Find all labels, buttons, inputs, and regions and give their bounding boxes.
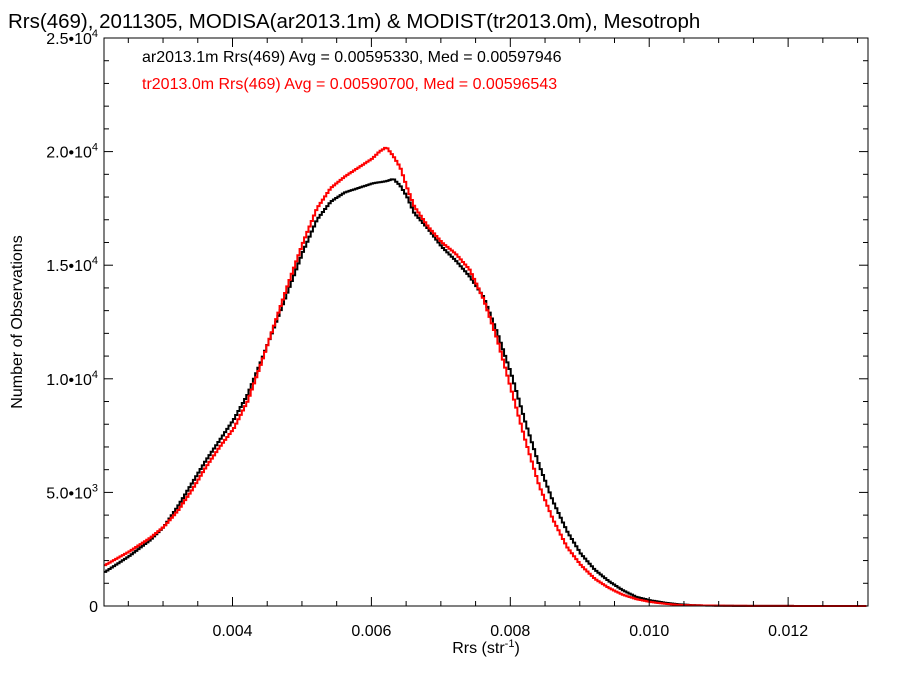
y-tick-label-base: 1.5•10 <box>46 258 92 275</box>
y-tick-label-base: 1.0•10 <box>46 372 92 389</box>
y-tick-label-exponent: 3 <box>92 482 98 494</box>
series-line-0 <box>104 178 867 607</box>
x-axis-label: Rrs (str-1) <box>452 638 520 657</box>
x-tick-label: 0.004 <box>212 623 252 640</box>
y-tick-label-base: 2.0•10 <box>46 145 92 162</box>
x-tick-label: 0.012 <box>768 623 808 640</box>
x-tick-label: 0.010 <box>629 623 669 640</box>
series-line-1 <box>104 146 867 607</box>
chart-title: Rrs(469), 2011305, MODISA(ar2013.1m) & M… <box>8 10 700 33</box>
y-tick-label-exponent: 4 <box>92 28 98 40</box>
y-tick-label-base: 0 <box>89 599 98 616</box>
y-tick-label: 2.0•104 <box>46 142 98 162</box>
x-axis: 0.004 0.006 0.008 0.010 0.012 <box>127 38 859 640</box>
y-axis-label: Number of Observations <box>9 235 26 408</box>
plot-series <box>104 146 867 607</box>
annotation-text: ar2013.1m Rrs(469) Avg = 0.00595330, Med… <box>142 49 562 66</box>
y-tick-label: 0 <box>89 599 98 616</box>
y-tick-label-base: 2.5•10 <box>46 31 92 48</box>
y-tick-label-exponent: 4 <box>92 369 98 381</box>
x-axis-label-suffix: ) <box>514 640 519 657</box>
y-tick-label-exponent: 4 <box>92 142 98 154</box>
annotation-text: tr2013.0m Rrs(469) Avg = 0.00590700, Med… <box>142 76 557 93</box>
x-tick-label: 0.008 <box>490 623 530 640</box>
y-tick-label-base: 5.0•10 <box>46 485 92 502</box>
annotations: ar2013.1m Rrs(469) Avg = 0.00595330, Med… <box>142 49 562 93</box>
x-axis-label-exponent: -1 <box>505 638 515 650</box>
y-tick-label: 5.0•103 <box>46 482 98 502</box>
plot-frame <box>103 37 869 607</box>
x-axis-label-text: Rrs (str <box>452 640 505 657</box>
y-tick-label-exponent: 4 <box>92 255 98 267</box>
y-tick-label: 1.5•104 <box>46 255 98 275</box>
y-tick-label: 1.0•104 <box>46 369 98 389</box>
y-tick-label: 2.5•104 <box>46 28 98 48</box>
x-tick-label: 0.006 <box>351 623 391 640</box>
